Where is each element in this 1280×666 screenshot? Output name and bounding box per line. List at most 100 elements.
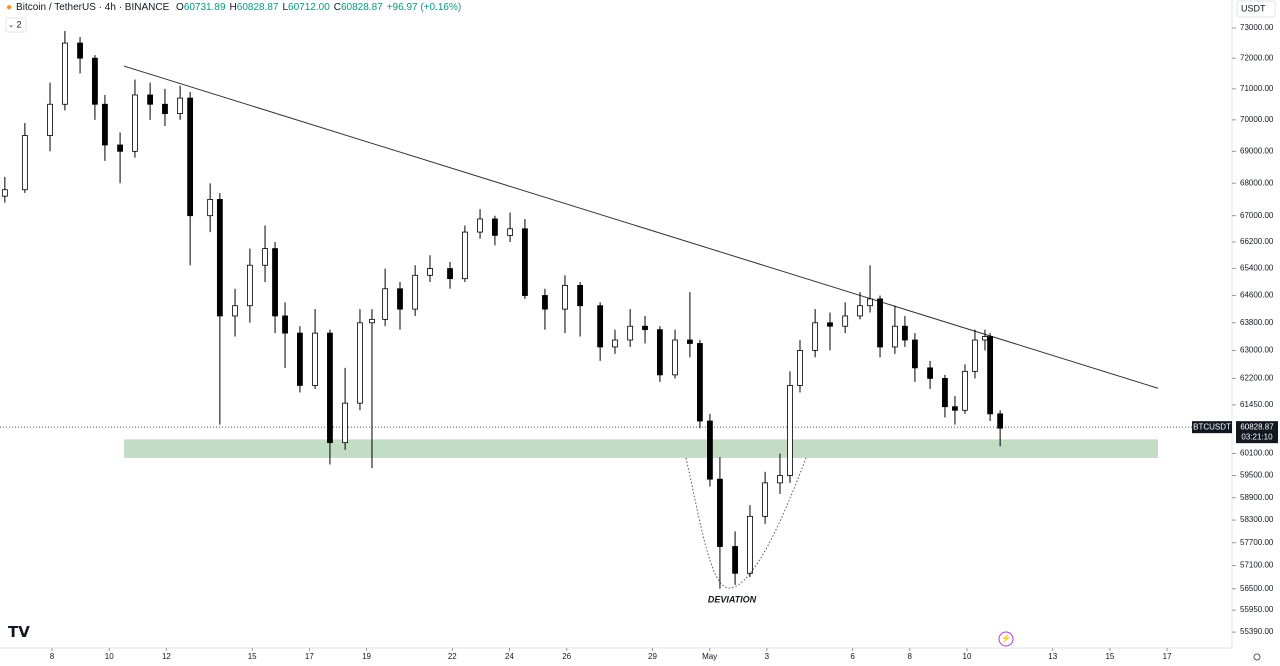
candle-body (656, 329, 663, 376)
candle-body (77, 42, 83, 59)
y-tick-label: 59500.00 (1240, 471, 1274, 480)
y-tick-label: 67000.00 (1240, 211, 1274, 220)
candle-body (627, 325, 634, 341)
ohlc-value: 60828.87 (341, 2, 383, 13)
candle-body (522, 228, 528, 296)
candle-body (717, 478, 723, 547)
x-tick-label: 3 (765, 652, 770, 661)
candle-body (21, 135, 28, 191)
currency-label[interactable]: USDT (1241, 3, 1266, 13)
price-axis (1232, 0, 1280, 666)
candle-body (1, 189, 8, 197)
candle-body (612, 339, 618, 348)
candle-body (892, 325, 898, 348)
x-tick-label: 8 (50, 652, 55, 661)
candle-body (412, 274, 419, 310)
candle-body (102, 103, 108, 146)
x-tick-label: 15 (248, 652, 257, 661)
header: ● Bitcoin / TetherUS · 4h · BINANCE O6073… (6, 2, 465, 13)
ohlc-key: L (282, 2, 289, 13)
x-tick-label: 17 (305, 652, 314, 661)
lightning-icon[interactable] (998, 631, 1014, 647)
y-tick-label: 56500.00 (1240, 584, 1274, 593)
candle-body (812, 322, 819, 351)
candle-body (827, 322, 833, 327)
y-tick-label: 55390.00 (1240, 627, 1274, 636)
y-tick-label: 72000.00 (1240, 53, 1274, 62)
indicator-count[interactable]: 2 (16, 19, 21, 29)
x-tick-label: 29 (648, 652, 657, 661)
candle-body (272, 248, 278, 317)
candle-body (492, 218, 498, 236)
y-tick-label: 55950.00 (1240, 605, 1274, 614)
y-tick-label: 68000.00 (1240, 178, 1274, 187)
ohlc-value: 60828.87 (236, 2, 279, 13)
candle-body (762, 482, 769, 517)
annotation: DEVIATION (708, 594, 757, 604)
candle-body (47, 103, 53, 136)
candle-body (447, 268, 453, 280)
y-tick-label: 58900.00 (1240, 493, 1274, 502)
x-tick-label: 13 (1048, 652, 1057, 661)
candle-body (787, 385, 793, 476)
candle-body (797, 350, 803, 386)
price-tag-value: 60828.87 (1240, 422, 1274, 431)
x-tick-label: 26 (562, 652, 571, 661)
candle-body (902, 325, 908, 341)
candle-body (187, 97, 194, 217)
price-tag-countdown: 03:21:10 (1241, 432, 1273, 441)
candle-body (707, 420, 713, 480)
candle-body (597, 305, 604, 348)
candle-body (312, 332, 318, 386)
candle-body (369, 318, 375, 324)
candle-body (246, 264, 253, 307)
candle-body (857, 305, 863, 317)
currency-dropdown[interactable] (1236, 0, 1276, 18)
indicator-toggle[interactable] (5, 17, 27, 33)
y-tick-label: 69000.00 (1240, 146, 1274, 155)
lightning-icon[interactable]: ⚡ (1001, 633, 1011, 643)
x-tick-label: 22 (448, 652, 457, 661)
candle-body (697, 343, 703, 422)
y-tick-label: 71000.00 (1240, 84, 1274, 93)
chevron[interactable]: ⌄ (8, 22, 14, 29)
candle-body (952, 406, 958, 411)
candle-body (542, 295, 548, 310)
candle-body (942, 377, 948, 408)
candle-body (262, 248, 268, 266)
y-tick-label: 61450.00 (1240, 400, 1274, 409)
candle-body (357, 322, 363, 404)
candle-body (912, 339, 918, 369)
y-tick-label: 57100.00 (1240, 561, 1274, 570)
candle-body (382, 288, 389, 320)
candle-body (92, 57, 98, 105)
candle-body (232, 305, 238, 317)
candle-body (162, 103, 168, 114)
candle-body (672, 339, 678, 376)
y-tick-label: 57700.00 (1240, 538, 1274, 547)
candle-body (747, 515, 753, 574)
candle-body (397, 288, 403, 310)
y-tick-label: 73000.00 (1240, 23, 1274, 32)
y-tick-label: 70000.00 (1240, 115, 1274, 124)
candle-body (507, 228, 513, 236)
y-tick-label: 63000.00 (1240, 346, 1274, 355)
candle-body (132, 94, 138, 152)
ohlc-key: O (176, 2, 184, 13)
candle-body (461, 231, 468, 280)
y-tick-label: 64600.00 (1240, 291, 1274, 300)
candle-body (342, 402, 348, 444)
candle-body (62, 42, 68, 105)
candle-body (297, 332, 303, 386)
y-tick-label: 63800.00 (1240, 318, 1274, 327)
x-tick-label: 19 (362, 652, 371, 661)
candle-body (327, 332, 333, 444)
candle-body (177, 97, 184, 114)
settings-icon[interactable] (1253, 653, 1261, 661)
deviation-curve (685, 457, 807, 589)
x-tick-label: May (702, 652, 717, 661)
logo: 𝗧𝗩 (8, 624, 30, 641)
x-tick-label: 10 (105, 652, 114, 661)
candle-body (972, 339, 978, 372)
